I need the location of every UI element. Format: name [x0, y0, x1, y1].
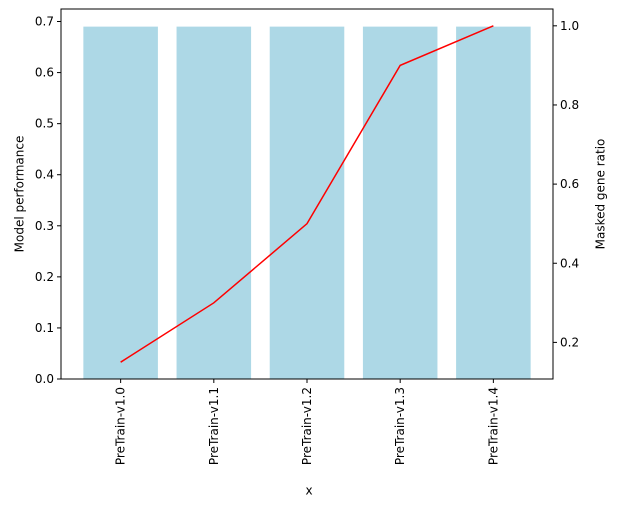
y2-tick-label: 0.6	[560, 177, 579, 191]
y2-tick-label: 0.2	[560, 335, 579, 349]
x-tick-label: PreTrain-v1.0	[114, 387, 128, 465]
y-axis-label: Model performance	[13, 136, 27, 253]
y-tick-label: 0.6	[35, 66, 54, 80]
y2-tick-label: 0.4	[560, 256, 579, 270]
bar	[456, 26, 531, 379]
x-axis-label: x	[305, 484, 312, 498]
y-tick-label: 0.5	[35, 117, 54, 131]
line	[120, 25, 494, 363]
y2-tick-label: 1.0	[560, 19, 579, 33]
x-tick-label: PreTrain-v1.2	[300, 387, 314, 465]
x-tick-label: PreTrain-v1.4	[486, 387, 500, 465]
y-tick-label: 0.7	[35, 15, 54, 29]
y-tick-label: 0.0	[35, 372, 54, 386]
x-tick-label: PreTrain-v1.3	[393, 387, 407, 465]
y2-tick-label: 0.8	[560, 98, 579, 112]
y2-axis-label: Masked gene ratio	[594, 139, 608, 250]
bar	[362, 26, 438, 379]
x-tick-label: PreTrain-v1.1	[207, 387, 221, 465]
y-tick-label: 0.1	[35, 321, 54, 335]
y-tick-label: 0.4	[35, 168, 54, 182]
y-tick-label: 0.3	[35, 219, 54, 233]
bar	[83, 26, 158, 379]
bar	[176, 26, 252, 379]
y-tick-label: 0.2	[35, 270, 54, 284]
bar	[269, 26, 345, 379]
